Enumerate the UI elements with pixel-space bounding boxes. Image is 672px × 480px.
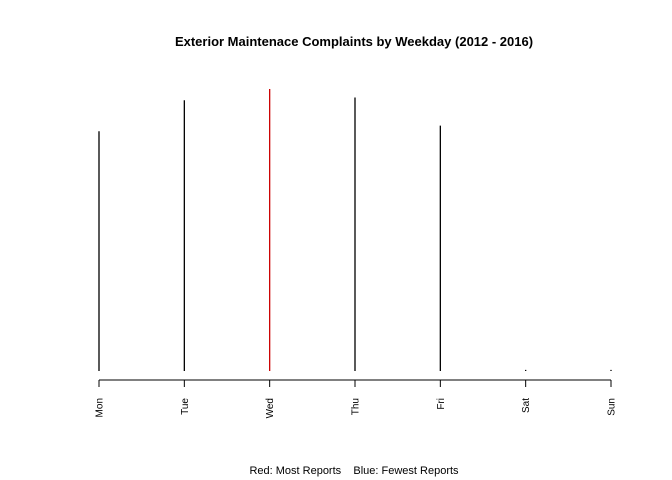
bars xyxy=(98,89,612,371)
x-tick-label-sat: Sat xyxy=(521,398,532,413)
x-tick-label-fri: Fri xyxy=(436,398,447,410)
chart-caption: Red: Most Reports Blue: Fewest Reports xyxy=(249,465,459,477)
x-axis-tick-labels: Mon Tue Wed Thu Fri Sat Sun xyxy=(95,398,618,419)
x-tick-label-wed: Wed xyxy=(265,398,276,418)
x-tick-label-sun: Sun xyxy=(607,398,618,416)
chart-title: Exterior Maintenace Complaints by Weekda… xyxy=(175,34,533,49)
x-tick-label-tue: Tue xyxy=(180,398,191,415)
x-tick-label-mon: Mon xyxy=(95,398,106,417)
x-tick-label-thu: Thu xyxy=(351,398,362,415)
x-axis-ticks xyxy=(98,380,612,387)
